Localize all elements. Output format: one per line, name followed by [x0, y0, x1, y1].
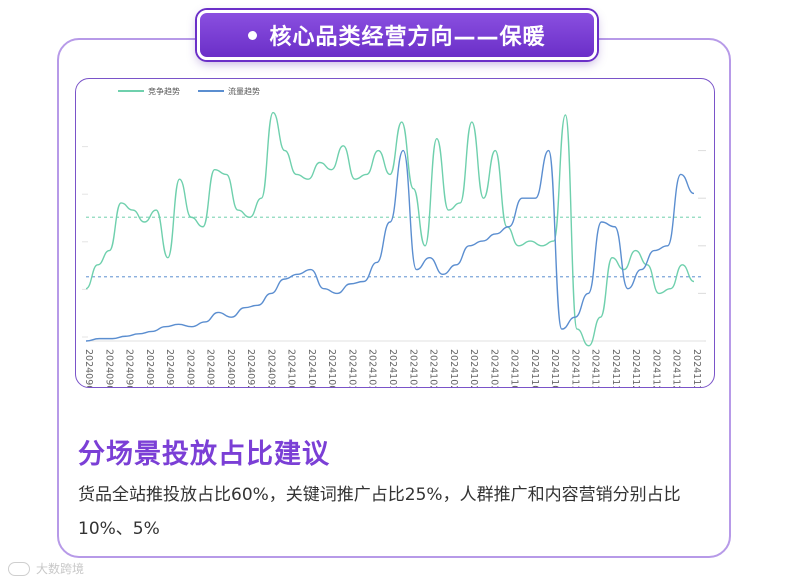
x-tick-label-25: 20241115 — [590, 349, 601, 388]
x-tick-label-20: 20241031 — [488, 349, 499, 388]
x-tick-label-26: 20241118 — [610, 349, 621, 388]
x-tick-label-29: 20241127 — [671, 349, 682, 388]
x-tick-label-4: 20240913 — [164, 349, 175, 388]
x-tick-label-5: 20240916 — [184, 349, 195, 388]
x-tick-label-14: 20241013 — [367, 349, 378, 388]
x-tick-label-23: 20241109 — [549, 349, 560, 388]
legend-label-1: 流量趋势 — [228, 86, 260, 96]
legend-label-0: 竞争趋势 — [148, 86, 180, 96]
x-tick-label-0: 20240901 — [83, 349, 94, 388]
x-tick-label-27: 20241121 — [630, 349, 641, 388]
x-tick-label-30: 20241130 — [691, 349, 702, 388]
x-tick-label-8: 20240925 — [245, 349, 256, 388]
watermark: 大数跨境 — [8, 560, 84, 577]
x-tick-label-2: 20240907 — [124, 349, 135, 388]
header-banner: 核心品类经营方向——保暖 — [197, 10, 597, 60]
x-tick-label-19: 20241028 — [468, 349, 479, 388]
x-tick-label-6: 20240919 — [205, 349, 216, 388]
series-line-0 — [85, 111, 695, 347]
x-tick-label-17: 20241022 — [428, 349, 439, 388]
x-tick-label-1: 20240904 — [103, 349, 114, 388]
x-tick-label-21: 20241103 — [509, 349, 520, 388]
x-tick-label-7: 20240922 — [225, 349, 236, 388]
line-chart: 竞争趋势 流量趋势 20240901 20240904 20240907 20240910… — [82, 86, 706, 388]
section-title: 分场景投放占比建议 — [78, 439, 330, 470]
x-tick-label-13: 20241010 — [346, 349, 357, 388]
header-title: 核心品类经营方向——保暖 — [269, 25, 546, 50]
x-tick-label-18: 20241025 — [448, 349, 459, 388]
chart-panel: 竞争趋势 流量趋势 20240901 20240904 20240907 20240910… — [75, 78, 715, 388]
x-tick-label-16: 20241019 — [407, 349, 418, 388]
watermark-text: 大数跨境 — [36, 562, 85, 576]
section-body: 货品全站推投放占比60%，关键词推广占比25%，人群推广和内容营销分别占比10%… — [78, 485, 681, 539]
bullet-icon — [248, 30, 258, 40]
x-tick-label-12: 20241007 — [326, 349, 337, 388]
x-tick-label-10: 20241001 — [286, 349, 297, 388]
x-tick-label-11: 20241004 — [306, 349, 317, 388]
x-tick-label-9: 20240928 — [265, 349, 276, 388]
x-tick-label-28: 20241124 — [650, 349, 661, 388]
x-tick-label-24: 20241112 — [569, 349, 580, 388]
x-tick-label-3: 20240910 — [144, 349, 155, 388]
watermark-logo-icon — [8, 561, 30, 576]
x-tick-label-15: 20241016 — [387, 349, 398, 388]
x-tick-label-22: 20241106 — [529, 349, 540, 388]
series-line-1 — [85, 149, 695, 342]
